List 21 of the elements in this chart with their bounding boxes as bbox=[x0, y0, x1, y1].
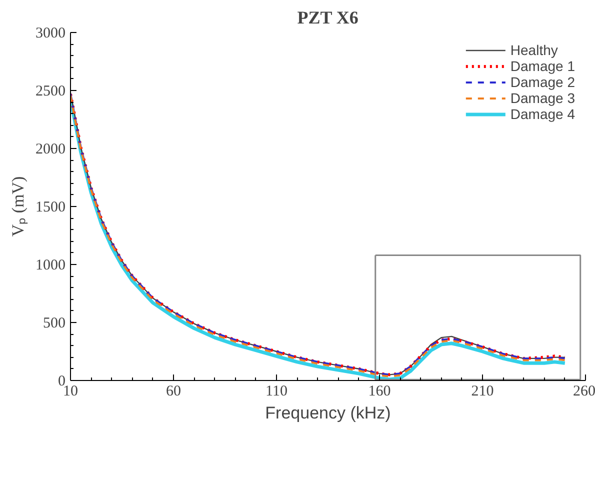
y-tick-label: 2500 bbox=[36, 84, 66, 100]
x-axis-title: Frequency (kHz) bbox=[265, 404, 391, 422]
y-tick-label: 500 bbox=[43, 316, 66, 332]
x-tick-label: 60 bbox=[166, 384, 181, 400]
y-axis-title: Vₚ (mV) bbox=[8, 176, 28, 237]
legend-label: Damage 2 bbox=[510, 74, 575, 90]
x-tick-label: 260 bbox=[573, 384, 595, 400]
chart-title: PZT X6 bbox=[297, 8, 358, 28]
y-tick-label: 1000 bbox=[36, 258, 66, 274]
legend-label: Damage 4 bbox=[510, 106, 575, 122]
x-tick-label: 110 bbox=[266, 384, 288, 400]
y-tick-label: 3000 bbox=[36, 26, 66, 42]
legend-label: Damage 3 bbox=[510, 90, 575, 106]
y-tick-label: 1500 bbox=[36, 200, 66, 216]
x-tick-label: 160 bbox=[368, 384, 391, 400]
legend-label: Damage 1 bbox=[510, 58, 575, 74]
y-tick-label: 0 bbox=[58, 374, 66, 390]
y-tick-label: 2000 bbox=[36, 142, 66, 158]
x-tick-label: 210 bbox=[471, 384, 494, 400]
x-tick-label: 10 bbox=[63, 384, 78, 400]
legend-label: Healthy bbox=[510, 42, 558, 58]
